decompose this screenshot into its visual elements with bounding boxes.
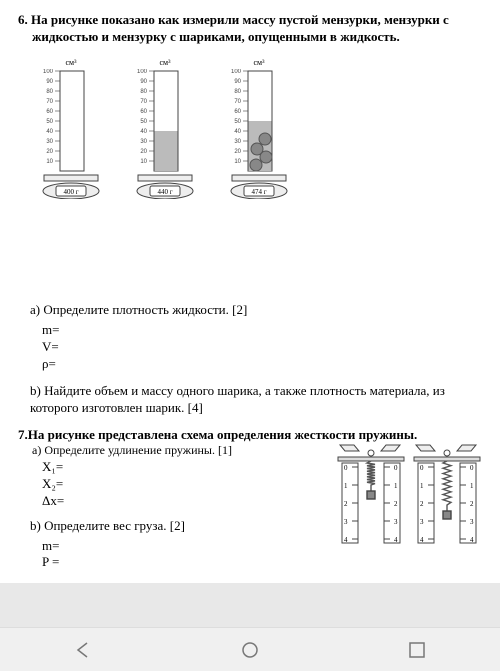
svg-text:2: 2 bbox=[470, 500, 474, 508]
q6a-v: V= bbox=[42, 339, 482, 356]
q7-p: P = bbox=[42, 554, 336, 571]
svg-text:80: 80 bbox=[140, 89, 147, 95]
svg-text:10: 10 bbox=[140, 159, 147, 165]
svg-text:40: 40 bbox=[234, 129, 241, 135]
q6b: b) Найдите объем и массу одного шарика, … bbox=[30, 383, 482, 417]
svg-text:0: 0 bbox=[470, 464, 474, 472]
q7b-label: b) Определите вес груза. [2] bbox=[30, 518, 336, 535]
springs-diagram: 0 1 2 3 4 0 1 2 3 4 0 1 2 3 4 0 1 2 3 4 bbox=[336, 443, 482, 571]
svg-text:2: 2 bbox=[344, 500, 348, 508]
problem7-row: a) Определите удлинение пружины. [1] X₁=… bbox=[18, 443, 482, 571]
q7-m: m= bbox=[42, 538, 336, 555]
svg-text:100: 100 bbox=[43, 69, 54, 75]
svg-text:1: 1 bbox=[420, 482, 424, 490]
svg-text:0: 0 bbox=[344, 464, 348, 472]
spring-svg-1: 0 1 2 3 4 0 1 2 3 4 bbox=[336, 443, 406, 553]
svg-text:20: 20 bbox=[234, 149, 241, 155]
svg-text:4: 4 bbox=[470, 536, 474, 544]
problem7-left: a) Определите удлинение пружины. [1] X₁=… bbox=[18, 443, 336, 571]
back-icon bbox=[73, 640, 93, 660]
page-content: 6. На рисунке показано как измерили масс… bbox=[0, 0, 500, 583]
svg-text:1: 1 bbox=[470, 482, 474, 490]
svg-text:90: 90 bbox=[234, 79, 241, 85]
cylinder-svg-3: 10 20 30 40 50 60 70 80 90 100 474 г bbox=[226, 69, 292, 199]
svg-text:50: 50 bbox=[46, 119, 53, 125]
cylinder-svg-1: 10 20 30 40 50 60 70 80 90 100 400 г bbox=[38, 69, 104, 199]
svg-text:20: 20 bbox=[46, 149, 53, 155]
svg-text:10: 10 bbox=[46, 159, 53, 165]
svg-text:1: 1 bbox=[344, 482, 348, 490]
svg-text:3: 3 bbox=[420, 518, 424, 526]
unit-label: см³ bbox=[253, 58, 264, 68]
svg-text:2: 2 bbox=[420, 500, 424, 508]
svg-text:80: 80 bbox=[234, 89, 241, 95]
q6a-rho: ρ= bbox=[42, 356, 482, 373]
svg-text:50: 50 bbox=[140, 119, 147, 125]
svg-text:30: 30 bbox=[234, 139, 241, 145]
nav-back[interactable] bbox=[72, 639, 94, 661]
svg-text:70: 70 bbox=[46, 99, 53, 105]
recent-icon bbox=[408, 641, 426, 659]
svg-text:60: 60 bbox=[46, 109, 53, 115]
svg-text:4: 4 bbox=[420, 536, 424, 544]
q6a-label: a) Определите плотность жидкости. [2] bbox=[30, 302, 482, 319]
nav-home[interactable] bbox=[239, 639, 261, 661]
svg-text:10: 10 bbox=[234, 159, 241, 165]
svg-text:2: 2 bbox=[394, 500, 398, 508]
svg-text:3: 3 bbox=[344, 518, 348, 526]
android-navbar bbox=[0, 627, 500, 671]
svg-text:0: 0 bbox=[394, 464, 398, 472]
svg-text:100: 100 bbox=[231, 69, 242, 75]
q7-x1: X₁= bbox=[42, 459, 336, 476]
q7a-label: a) Определите удлинение пружины. [1] bbox=[32, 443, 336, 459]
cylinder-3: см³ 10 20 30 40 50 60 70 80 90 100 474 г bbox=[226, 58, 292, 199]
svg-text:30: 30 bbox=[46, 139, 53, 145]
svg-text:474 г: 474 г bbox=[251, 188, 266, 196]
spacer bbox=[18, 209, 482, 299]
svg-text:20: 20 bbox=[140, 149, 147, 155]
svg-text:4: 4 bbox=[394, 536, 398, 544]
svg-text:90: 90 bbox=[140, 79, 147, 85]
svg-text:30: 30 bbox=[140, 139, 147, 145]
svg-text:40: 40 bbox=[140, 129, 147, 135]
cylinder-1: см³ 10 20 30 40 50 60 70 80 90 100 400 г bbox=[38, 58, 104, 199]
svg-text:400 г: 400 г bbox=[63, 188, 78, 196]
svg-text:70: 70 bbox=[140, 99, 147, 105]
svg-text:60: 60 bbox=[234, 109, 241, 115]
spring-svg-2: 0 1 2 3 4 0 1 2 3 4 bbox=[412, 443, 482, 553]
svg-text:0: 0 bbox=[420, 464, 424, 472]
svg-text:3: 3 bbox=[470, 518, 474, 526]
cylinders-row: см³ 10 20 30 40 50 60 70 80 90 100 400 г см³ 10 20… bbox=[18, 54, 482, 209]
svg-text:4: 4 bbox=[344, 536, 348, 544]
problem6-title: 6. На рисунке показано как измерили масс… bbox=[18, 12, 482, 46]
svg-text:100: 100 bbox=[137, 69, 148, 75]
unit-label: см³ bbox=[65, 58, 76, 68]
svg-text:50: 50 bbox=[234, 119, 241, 125]
q7-dx: Δx= bbox=[42, 493, 336, 510]
svg-text:60: 60 bbox=[140, 109, 147, 115]
svg-text:440 г: 440 г bbox=[157, 188, 172, 196]
nav-recent[interactable] bbox=[406, 639, 428, 661]
cylinder-2: см³ 10 20 30 40 50 60 70 80 90 100 440 г bbox=[132, 58, 198, 199]
q6a-m: m= bbox=[42, 322, 482, 339]
svg-text:3: 3 bbox=[394, 518, 398, 526]
problem7-title: 7.На рисунке представлена схема определе… bbox=[18, 427, 482, 444]
home-icon bbox=[240, 640, 260, 660]
svg-text:1: 1 bbox=[394, 482, 398, 490]
svg-text:80: 80 bbox=[46, 89, 53, 95]
svg-text:70: 70 bbox=[234, 99, 241, 105]
unit-label: см³ bbox=[159, 58, 170, 68]
cylinder-svg-2: 10 20 30 40 50 60 70 80 90 100 440 г bbox=[132, 69, 198, 199]
svg-text:40: 40 bbox=[46, 129, 53, 135]
svg-text:90: 90 bbox=[46, 79, 53, 85]
q7-x2: X₂= bbox=[42, 476, 336, 493]
